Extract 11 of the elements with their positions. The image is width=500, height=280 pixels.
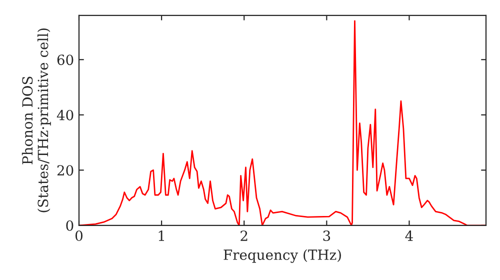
x-tick-label: 1	[158, 230, 164, 241]
y-tick-label: 60	[57, 54, 74, 66]
x-tick-label: 3	[323, 230, 330, 242]
x-tick-label: 0	[75, 230, 82, 242]
y-tick-label: 20	[57, 165, 74, 176]
y-tick-label: 0	[66, 220, 74, 231]
x-axis-title: Frequency (THz)	[224, 249, 341, 263]
x-tick-label: 4	[405, 230, 413, 241]
x-tick-label: 2	[240, 230, 248, 241]
y-axis-title: Phonon DOS (States/THz·primitive cell)	[22, 28, 51, 212]
y-tick-label: 40	[56, 110, 74, 120]
